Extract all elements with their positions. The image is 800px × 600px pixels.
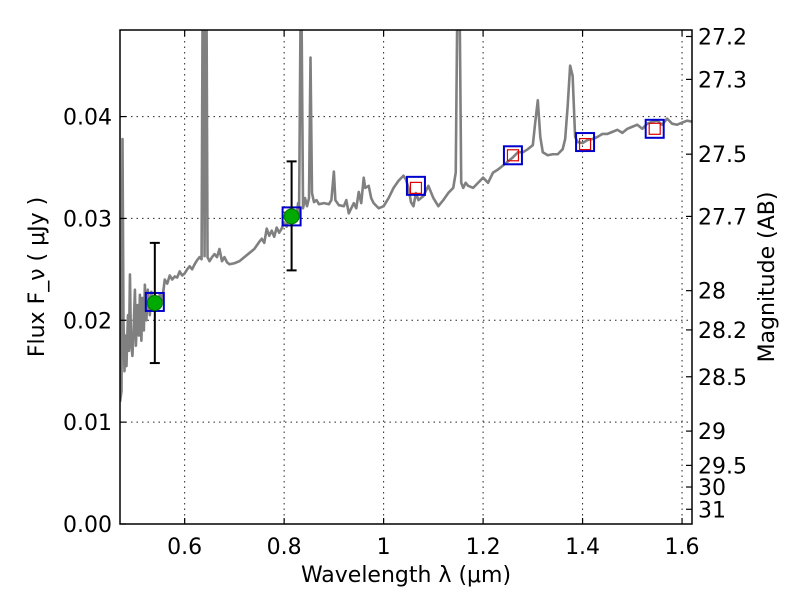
plot-frame <box>119 29 693 525</box>
upper-limit-marker <box>506 149 520 162</box>
model-photometry-marker <box>575 132 596 153</box>
x-tick-label: 1.6 <box>665 535 700 560</box>
y-tick-label: 0.00 <box>63 513 112 538</box>
y2-tick-label: 28 <box>698 280 726 305</box>
y2-axis-title: Magnitude (AB) <box>755 192 780 363</box>
model-photometry-marker <box>644 118 665 139</box>
upper-limit-marker <box>578 137 592 151</box>
spectrum-line <box>120 30 692 402</box>
x-tick-label: 0.6 <box>167 535 202 560</box>
observed-detection-marker <box>146 294 163 311</box>
model-photometry-marker <box>405 175 426 196</box>
y-tick-label: 0.02 <box>63 309 112 334</box>
y-tick-label: 0.04 <box>63 106 112 131</box>
y2-tick-label: 30 <box>698 476 726 501</box>
x-tick-label: 0.8 <box>267 535 302 560</box>
y2-tick-label: 31 <box>698 498 726 523</box>
y-tick-label: 0.03 <box>63 207 112 232</box>
x-tick-label: 1.4 <box>565 535 600 560</box>
y2-tick-label: 29 <box>698 420 726 445</box>
tick-layer: 0.6 0.8 1 1.2 1.4 1.6 0.00 0.01 0.02 0.03 0.04 27.2… <box>63 25 747 560</box>
y2-tick-label: 28.5 <box>698 366 747 391</box>
series-layer <box>120 30 692 402</box>
model-photometry-marker <box>502 145 523 166</box>
y2-tick-label: 27.5 <box>698 143 747 168</box>
grid-layer <box>120 30 692 524</box>
upper-limit-marker <box>648 122 661 135</box>
y2-tick-label: 28.2 <box>698 319 747 344</box>
y2-tick-label: 27.3 <box>698 68 747 93</box>
x-tick-label: 1.2 <box>466 535 501 560</box>
x-axis-title: Wavelength λ (μm) <box>301 563 511 588</box>
x-tick-label: 1 <box>377 535 391 560</box>
marker-layer <box>144 118 665 365</box>
y2-tick-label: 27.7 <box>698 205 747 230</box>
y-axis-title: Flux F_ν ( μJy ) <box>25 197 50 357</box>
observed-detection-marker <box>283 208 300 225</box>
y-tick-label: 0.01 <box>63 411 112 436</box>
y2-tick-label: 27.2 <box>698 25 747 50</box>
upper-limit-marker <box>409 181 423 194</box>
y2-tick-label: 29.5 <box>698 454 747 479</box>
